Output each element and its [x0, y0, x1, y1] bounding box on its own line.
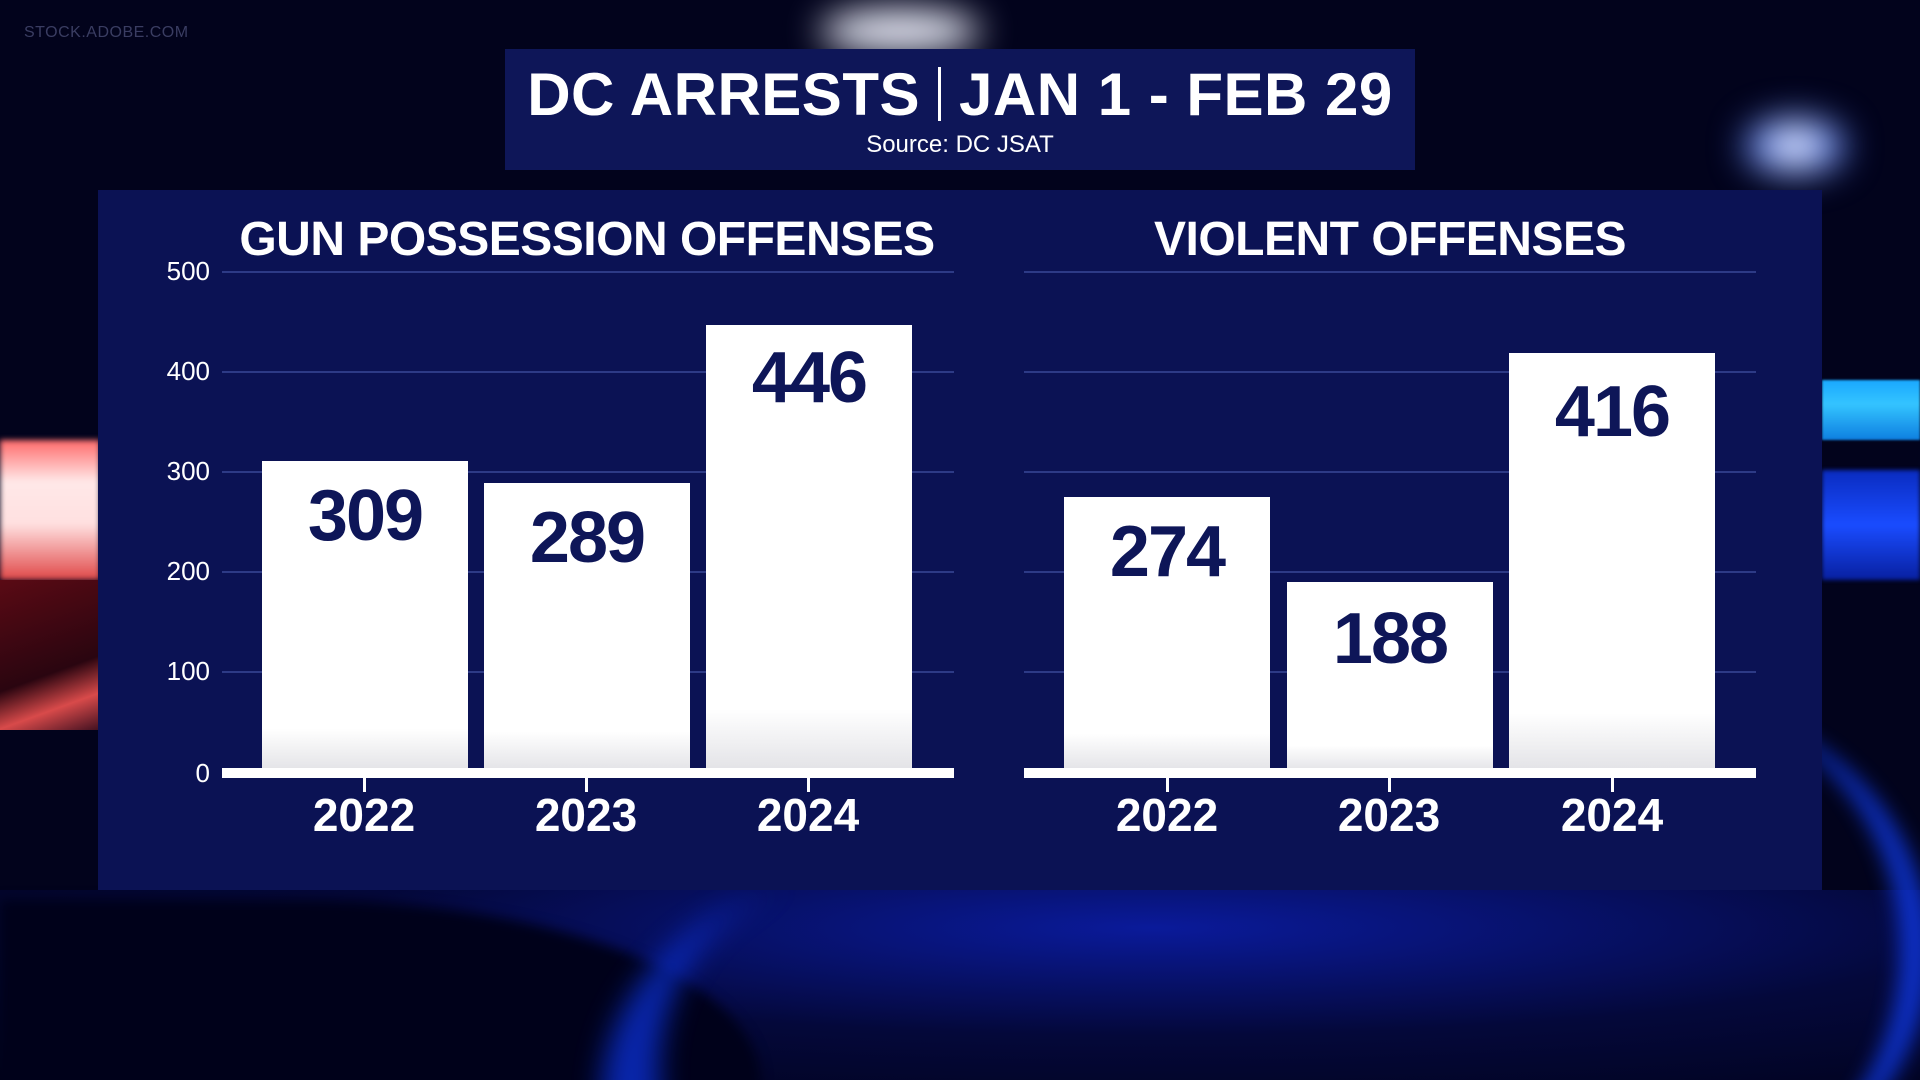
page-title: DC ARRESTS JAN 1 - FEB 29 [505, 59, 1415, 131]
gridline-300 [1024, 471, 1756, 473]
x-tick [1611, 778, 1614, 792]
x-tick [363, 778, 366, 792]
light-glow-top [820, 10, 980, 52]
y-tick-label: 0 [195, 758, 210, 788]
light-glow-right [1745, 118, 1845, 174]
gridline-200 [1024, 571, 1756, 573]
gridline-400 [222, 371, 954, 373]
gridline-500 [222, 271, 954, 273]
x-label: 2023 [534, 789, 638, 841]
bar-value-label: 274 [1109, 512, 1226, 592]
x-axis-baseline [222, 768, 954, 778]
bar-2022: 309 [262, 461, 468, 772]
chart-title: VIOLENT OFFENSES [1153, 213, 1627, 266]
x-tick [807, 778, 810, 792]
red-siren-light [0, 440, 100, 580]
bar-value-label: 416 [1554, 372, 1671, 452]
x-label: 2024 [756, 789, 860, 841]
bar-2022: 274 [1064, 497, 1270, 772]
x-tick [1166, 778, 1169, 792]
bar-2024: 446 [706, 325, 912, 772]
x-tick [585, 778, 588, 792]
x-label: 2024 [1560, 789, 1664, 841]
y-tick-label: 500 [166, 256, 210, 286]
gridline-300 [222, 471, 954, 473]
cyan-siren-light [1822, 380, 1920, 440]
y-tick-label: 300 [166, 456, 210, 486]
x-label: 2022 [312, 789, 416, 841]
title-box: DC ARRESTS JAN 1 - FEB 29 Source: DC JSAT [505, 49, 1415, 170]
bar-value-label: 289 [529, 498, 646, 578]
watermark: STOCK.ADOBE.COM [24, 24, 189, 41]
bar-2023: 289 [484, 483, 690, 772]
bar-value-label: 309 [307, 476, 424, 556]
source-caption: Source: DC JSAT [866, 131, 1054, 158]
x-label: 2023 [1337, 789, 1441, 841]
y-tick-label: 200 [166, 556, 210, 586]
bar-value-label: 446 [751, 338, 868, 418]
gridline-500 [1024, 271, 1756, 273]
x-tick [1388, 778, 1391, 792]
red-siren-reflection [0, 580, 100, 730]
title-divider [938, 67, 941, 121]
x-label: 2022 [1115, 789, 1219, 841]
y-tick-label: 400 [166, 356, 210, 386]
bar-2023: 188 [1287, 582, 1493, 772]
chart-title: GUN POSSESSION OFFENSES [239, 213, 935, 266]
x-axis-baseline [1024, 768, 1756, 778]
gridline-400 [1024, 371, 1756, 373]
y-tick-label: 100 [166, 656, 210, 686]
bar-value-label: 188 [1332, 599, 1449, 679]
blue-siren-light [1822, 470, 1920, 580]
title-right: JAN 1 - FEB 29 [959, 61, 1393, 128]
title-left: DC ARRESTS [527, 61, 920, 128]
bar-2024: 416 [1509, 353, 1715, 772]
